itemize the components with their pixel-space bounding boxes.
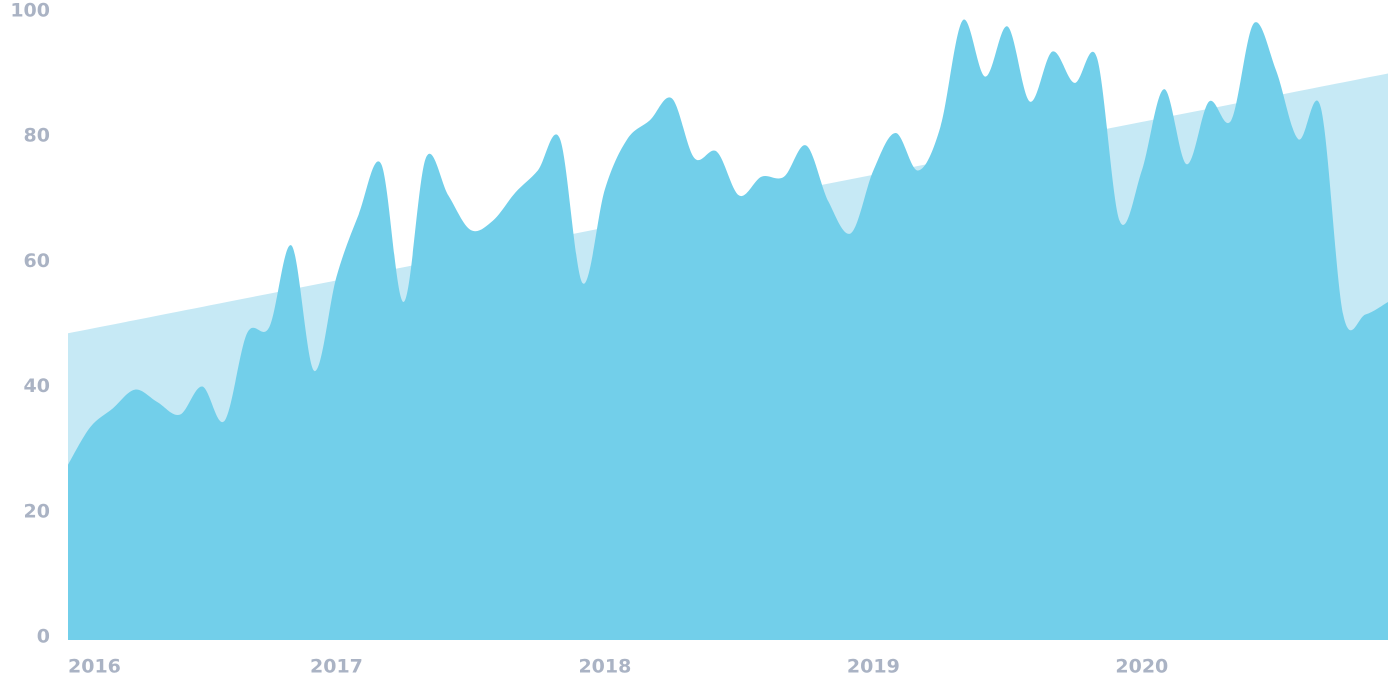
x-tick-label: 2020	[1115, 656, 1168, 678]
y-tick-label: 20	[24, 500, 50, 522]
y-tick-label: 80	[24, 125, 50, 147]
x-tick-label: 2016	[68, 656, 121, 678]
y-tick-label: 0	[37, 626, 50, 648]
y-tick-label: 40	[24, 375, 50, 397]
x-tick-label: 2019	[847, 656, 900, 678]
y-tick-label: 60	[24, 250, 50, 272]
x-tick-label: 2018	[578, 656, 631, 678]
area	[68, 19, 1388, 640]
y-tick-label: 100	[10, 0, 50, 22]
x-tick-label: 2017	[310, 656, 363, 678]
